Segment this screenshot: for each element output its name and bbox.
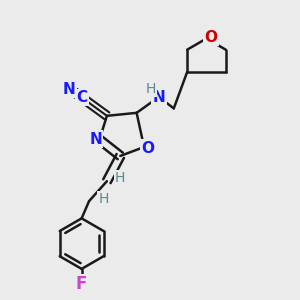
Text: N: N	[89, 131, 102, 146]
Text: O: O	[204, 30, 218, 45]
Text: N: N	[63, 82, 76, 97]
Text: C: C	[77, 90, 88, 105]
Text: H: H	[98, 192, 109, 206]
Text: N: N	[152, 90, 165, 105]
Text: H: H	[115, 171, 125, 185]
Text: H: H	[146, 82, 156, 96]
Text: F: F	[76, 275, 87, 293]
Text: O: O	[141, 141, 154, 156]
